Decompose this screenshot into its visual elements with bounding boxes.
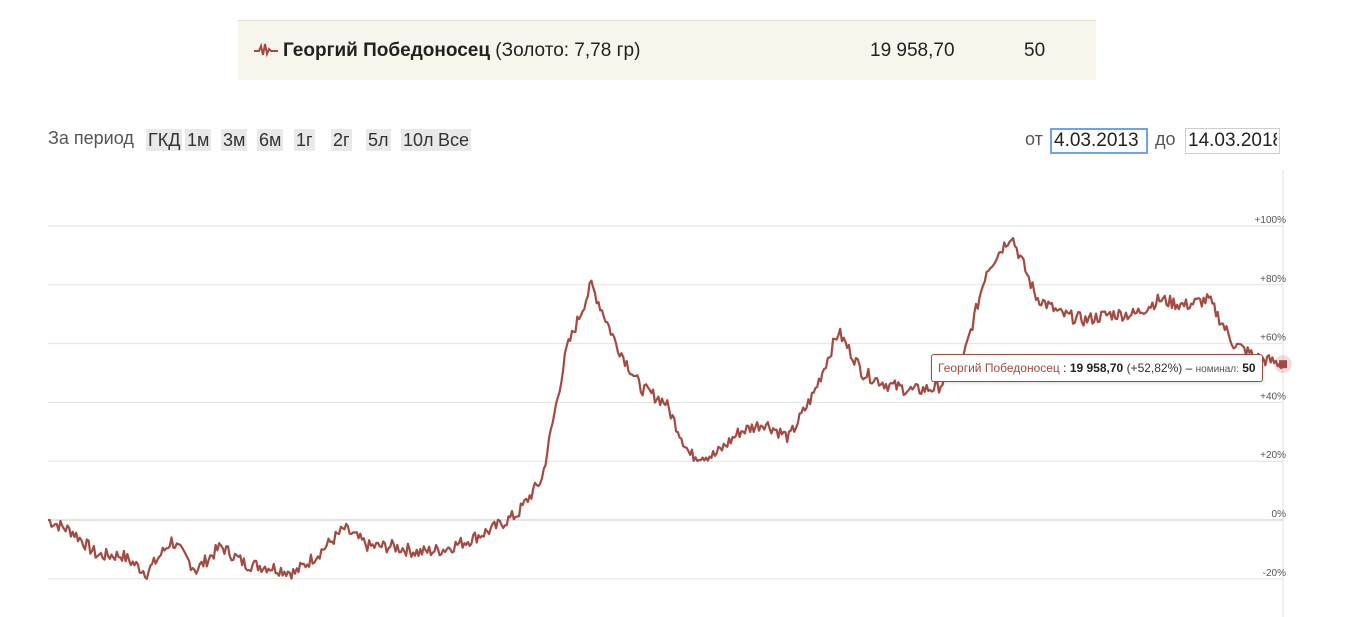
period-btn-all[interactable]: Все (436, 129, 472, 151)
period-btn-2y[interactable]: 2г (331, 129, 352, 151)
previous-table-row (238, 0, 1096, 21)
end-marker (1279, 360, 1287, 369)
period-btn-10y[interactable]: 10л (401, 129, 436, 151)
coin-detail: (Золото: 7,78 гр) (495, 40, 641, 61)
price-chart-svg: +100% +80% +60% +40% +20% 0% -20% (47, 170, 1292, 617)
period-btn-3m[interactable]: 3м (221, 129, 248, 151)
date-to-input[interactable] (1185, 128, 1280, 154)
price-series-line (47, 236, 1284, 580)
coin-price: 19 958,70 (870, 40, 955, 61)
y-tick-label: +80% (1260, 274, 1286, 285)
y-tick-label: -20% (1263, 568, 1286, 579)
y-tick-label: +60% (1260, 333, 1286, 344)
pulse-chart-icon (254, 42, 278, 58)
y-tick-label: 0% (1272, 509, 1287, 520)
period-btn-5y[interactable]: 5л (366, 129, 391, 151)
date-to-label: до (1155, 129, 1176, 149)
y-tick-label: +100% (1255, 215, 1287, 226)
period-btn-6m[interactable]: 6м (257, 129, 284, 151)
date-from-label: от (1025, 129, 1043, 149)
period-btn-1m[interactable]: 1м (185, 129, 212, 151)
coin-nominal: 50 (1024, 40, 1046, 61)
y-tick-label: +40% (1260, 391, 1286, 402)
period-label: За период (48, 128, 134, 148)
period-btn-1y[interactable]: 1г (294, 129, 315, 151)
period-btn-gkd[interactable]: ГКД (146, 129, 183, 151)
coin-table-row[interactable]: Георгий Победоносец (Золото: 7,78 гр) 19… (238, 21, 1096, 80)
chart-tooltip: Георгий Победоносец : 19 958,70 (+52,82%… (931, 354, 1263, 382)
date-from-input[interactable] (1050, 128, 1148, 154)
y-tick-label: +20% (1260, 450, 1286, 461)
price-chart[interactable]: +100% +80% +60% +40% +20% 0% -20% Георгий Побе… (0, 170, 1350, 617)
coin-name: Георгий Победоносец (Золото: 7,78 гр) (283, 40, 641, 61)
